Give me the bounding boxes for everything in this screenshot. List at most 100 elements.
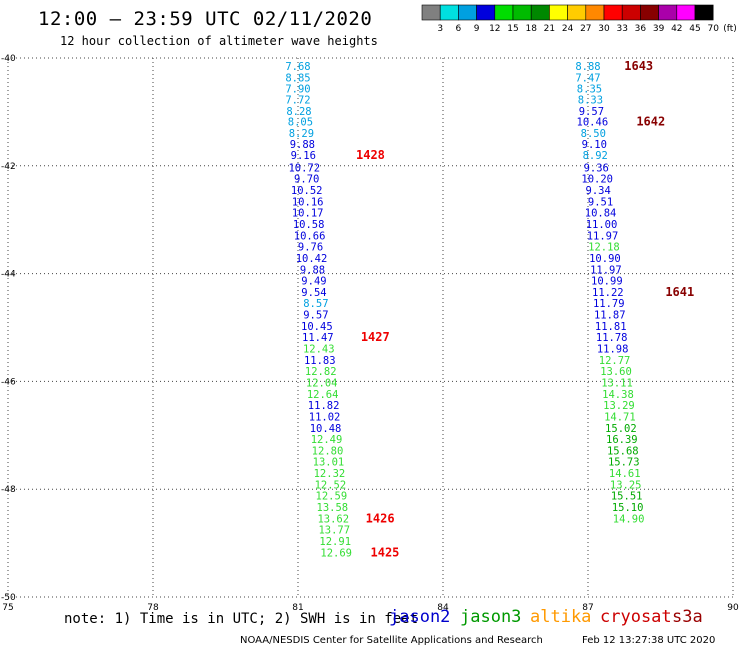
time-label: 1642 xyxy=(636,115,665,129)
data-point: 11.00 xyxy=(586,219,618,231)
data-point: 11.97 xyxy=(587,230,619,242)
colorbar-label: 18 xyxy=(525,24,537,34)
colorbar-label: 39 xyxy=(653,24,665,34)
y-tick-label: -50 xyxy=(1,593,16,603)
colorbar-label: 45 xyxy=(689,24,700,34)
data-point: 8.57 xyxy=(303,298,328,310)
data-point: 9.57 xyxy=(579,106,604,118)
colorbar-swatch xyxy=(640,4,659,21)
data-point: 8.33 xyxy=(578,95,603,107)
data-point: 10.20 xyxy=(581,174,613,186)
data-point: 9.10 xyxy=(582,139,607,151)
data-point: 11.82 xyxy=(308,400,340,412)
colorbar-swatch xyxy=(458,4,477,21)
colorbar-swatch xyxy=(476,4,496,21)
data-point: 12.82 xyxy=(305,366,337,378)
data-point: 13.58 xyxy=(317,502,349,514)
x-tick-label: 81 xyxy=(292,603,303,613)
time-label: 1425 xyxy=(371,545,400,559)
data-point: 9.34 xyxy=(586,185,611,197)
colorbar-swatch xyxy=(676,4,696,21)
data-point: 8.28 xyxy=(286,106,311,118)
colorbar-swatch xyxy=(585,4,605,21)
colorbar-label: 12 xyxy=(489,24,500,34)
data-point: 10.90 xyxy=(589,253,621,265)
colorbar-label: 36 xyxy=(635,24,647,34)
data-point: 9.54 xyxy=(301,287,326,299)
colorbar-label: 15 xyxy=(507,24,518,34)
time-label: 1641 xyxy=(665,285,694,299)
data-point: 8.92 xyxy=(583,150,608,162)
x-tick-label: 90 xyxy=(727,603,739,613)
colorbar-label: 42 xyxy=(671,24,682,34)
data-point: 13.11 xyxy=(601,377,633,389)
data-point: 10.52 xyxy=(291,185,323,197)
data-point: 9.76 xyxy=(298,242,323,254)
data-point: 12.69 xyxy=(320,547,352,559)
data-point: 11.79 xyxy=(593,298,625,310)
colorbar-label: 24 xyxy=(562,24,574,34)
data-point: 15.73 xyxy=(608,457,640,469)
data-point: 12.18 xyxy=(588,242,620,254)
data-point: 13.60 xyxy=(600,366,632,378)
data-point: 12.91 xyxy=(319,536,351,548)
colorbar-swatch xyxy=(603,4,623,21)
data-point: 12.64 xyxy=(307,389,339,401)
colorbar-label: 33 xyxy=(616,24,627,34)
data-point: 11.87 xyxy=(594,310,626,322)
colorbar-label: 6 xyxy=(456,24,462,34)
satellite-altika: altika xyxy=(530,607,592,627)
footer-note: note: 1) Time is in UTC; 2) SWH is in fe… xyxy=(64,611,419,627)
y-tick-label: -46 xyxy=(1,377,16,387)
data-point: 9.49 xyxy=(301,276,326,288)
data-point: 13.62 xyxy=(317,513,349,525)
data-point: 9.51 xyxy=(588,196,613,208)
data-point: 7.47 xyxy=(575,72,600,84)
colorbar-swatch xyxy=(494,4,514,21)
data-point: 11.22 xyxy=(592,287,624,299)
x-tick-label: 87 xyxy=(582,603,593,613)
data-point: 10.17 xyxy=(292,208,324,220)
credit-text: NOAA/NESDIS Center for Satellite Applica… xyxy=(240,635,543,646)
data-point: 11.97 xyxy=(590,264,622,276)
colorbar-swatch xyxy=(530,4,550,21)
x-tick-label: 75 xyxy=(2,603,13,613)
colorbar-swatch xyxy=(421,4,441,21)
colorbar-swatch xyxy=(658,4,678,21)
data-point: 7.90 xyxy=(285,84,310,96)
data-point: 8.88 xyxy=(575,61,600,73)
colorbar-swatch xyxy=(694,4,714,21)
data-point: 10.84 xyxy=(585,208,617,220)
y-tick-label: -44 xyxy=(1,270,16,280)
data-point: 8.29 xyxy=(289,128,314,140)
data-point: 10.16 xyxy=(292,196,324,208)
data-point: 7.68 xyxy=(285,61,310,73)
data-point: 8.50 xyxy=(581,128,606,140)
data-point: 13.01 xyxy=(313,457,345,469)
data-point: 12.04 xyxy=(306,377,338,389)
data-point: 12.32 xyxy=(314,468,346,480)
data-point: 12.80 xyxy=(312,445,344,457)
colorbar-label: 30 xyxy=(598,24,610,34)
data-point: 10.46 xyxy=(577,117,609,129)
data-point: 10.58 xyxy=(293,219,325,231)
data-point: 9.88 xyxy=(300,264,325,276)
data-point: 7.72 xyxy=(285,95,310,107)
data-point: 11.78 xyxy=(596,332,628,344)
time-label: 1427 xyxy=(361,330,390,344)
data-point: 10.72 xyxy=(288,162,320,174)
data-point: 11.02 xyxy=(309,411,341,423)
data-point: 14.90 xyxy=(613,513,645,525)
timestamp-text: Feb 12 13:27:38 UTC 2020 xyxy=(582,635,716,646)
data-point: 12.77 xyxy=(599,355,631,367)
satellite-jason3: jason3 xyxy=(460,607,522,627)
colorbar-swatch xyxy=(549,4,568,21)
satellite-jason2: jason2 xyxy=(389,607,451,627)
data-point: 11.47 xyxy=(302,332,334,344)
x-tick-label: 78 xyxy=(147,603,159,613)
satellite-cryosat: cryosat xyxy=(600,607,672,627)
y-tick-label: -42 xyxy=(1,162,16,172)
data-point: 15.68 xyxy=(607,445,639,457)
data-point: 8.35 xyxy=(577,84,602,96)
